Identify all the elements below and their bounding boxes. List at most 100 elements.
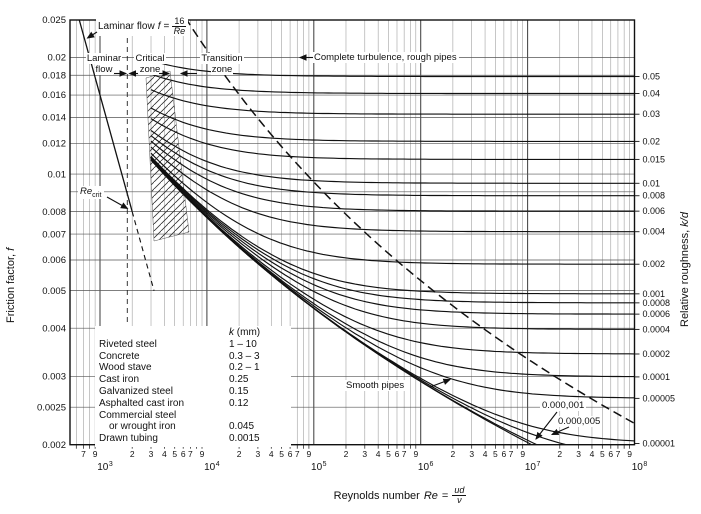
kd-curve-0.0002 [150, 158, 635, 355]
transition-boundary-dashed [186, 20, 635, 425]
x-minor-tick-label: 7 [509, 449, 514, 459]
y-left-tick-label: 0.01 [48, 169, 67, 180]
laminar-formula-label: Laminar flow f = 16 Re [96, 17, 189, 36]
x-minor-tick-label: 9 [307, 449, 312, 459]
y-right-tick-label: 0.015 [643, 154, 666, 164]
y-right-tick-label: 0.01 [643, 178, 661, 188]
y-axis-title-right: Relative roughness, k/d [679, 212, 691, 328]
x-minor-tick-label: 6 [608, 449, 613, 459]
x-minor-tick-label: 7 [295, 449, 300, 459]
legend-k-value: 0.045 [229, 421, 255, 433]
x-minor-tick-label: 6 [502, 449, 507, 459]
y-left-tick-label: 0.004 [42, 323, 66, 334]
y-right-tick-label: 0.002 [643, 259, 666, 269]
y-right-tick-label: 0.00001 [643, 438, 676, 448]
x-minor-tick-label: 2 [237, 449, 242, 459]
legend-row: Commercial steel [99, 410, 291, 422]
x-minor-tick-label: 7 [616, 449, 621, 459]
x-minor-tick-label: 6 [288, 449, 293, 459]
kd-curve-0.015 [150, 118, 635, 160]
x-minor-tick-label: 9 [627, 449, 632, 459]
kd-curve-0.0004 [150, 158, 635, 330]
y-left-tick-label: 0.016 [42, 90, 66, 101]
legend-material: or wrought iron [109, 421, 176, 433]
kd-curve-0.0008 [150, 156, 635, 304]
x-decade-label: 107 [525, 461, 541, 473]
y-left-tick-label: 0.008 [42, 207, 66, 218]
y-right-tick-label: 0.0001 [643, 372, 671, 382]
x-decade-label: 105 [311, 461, 327, 473]
x-minor-tick-label: 9 [413, 449, 418, 459]
x-minor-tick-label: 3 [149, 449, 154, 459]
legend-k-value: 0.3 – 3 [229, 350, 260, 362]
x-minor-tick-label: 7 [81, 449, 86, 459]
x-minor-tick-label: 4 [269, 449, 274, 459]
x-minor-tick-label: 6 [395, 449, 400, 459]
reynolds-fraction: ud ν [452, 485, 467, 505]
y-right-tick-label: 0.04 [643, 88, 661, 98]
legend-k-value: 0.12 [229, 397, 249, 409]
y-right-tick-label: 0.02 [643, 136, 661, 146]
x-minor-tick-label: 7 [402, 449, 407, 459]
y-left-tick-labels: 0.025 0.02 0.018 0.016 0.014 0.012 0.01 0.008 0.… [37, 15, 66, 451]
y-left-tick-label: 0.014 [42, 113, 66, 124]
x-minor-tick-label: 5 [493, 449, 498, 459]
kd-curve-0.001 [150, 156, 635, 295]
smooth-pipes-curve [150, 159, 533, 445]
x-minor-tick-label: 6 [181, 449, 186, 459]
x-decade-label: 104 [204, 461, 220, 473]
smooth-pipes-label: Smooth pipes [344, 380, 407, 391]
y-left-tick-label: 0.007 [42, 229, 66, 240]
legend-material: Drawn tubing [99, 433, 158, 445]
y-left-tick-label: 0.006 [42, 255, 66, 266]
legend-material: Riveted steel [99, 338, 157, 350]
legend-row: Wood stave 0.2 – 1 [99, 362, 291, 374]
x-minor-tick-label: 5 [172, 449, 177, 459]
x-minor-tick-label: 4 [483, 449, 488, 459]
x-axis-title: Reynolds number Re = ud ν [333, 485, 467, 505]
legend-k-value: 0.2 – 1 [229, 362, 260, 374]
complete-turbulence-label: Complete turbulence, rough pipes [312, 52, 459, 63]
zone-label-transition: Transition zone [200, 53, 244, 75]
x-decade-label: 106 [418, 461, 434, 473]
x-minor-tick-label: 4 [376, 449, 381, 459]
zone-label-laminar: Laminar flow [85, 53, 123, 75]
x-decade-label: 103 [97, 461, 113, 473]
legend-k-value [229, 410, 291, 422]
y-left-tick-label: 0.005 [42, 286, 66, 297]
legend-material: Galvanized steel [99, 385, 173, 397]
legend-material: Wood stave [99, 362, 152, 374]
y-axis-title-left: Friction factor, f [5, 247, 17, 323]
x-minor-tick-label: 3 [576, 449, 581, 459]
y-right-tick-label: 0.008 [643, 191, 666, 201]
legend-row: Cast iron 0.25 [99, 374, 291, 386]
x-minor-tick-label: 5 [600, 449, 605, 459]
legend-row: or wrought iron 0.045 [99, 421, 291, 433]
x-minor-tick-label: 4 [590, 449, 595, 459]
kd-curve-0.04 [150, 73, 635, 95]
x-minor-tick-label: 3 [469, 449, 474, 459]
legend-row: Concrete 0.3 – 3 [99, 351, 291, 363]
legend-material: Concrete [99, 350, 140, 362]
laminar-line [78, 19, 133, 212]
legend-row: Galvanized steel 0.15 [99, 386, 291, 398]
legend-k-value: 1 – 10 [229, 338, 257, 350]
kd-0000005-label: 0.000,005 [556, 416, 603, 427]
y-left-tick-label: 0.002 [42, 440, 66, 451]
y-right-tick-label: 0.00005 [643, 393, 676, 403]
x-minor-tick-label: 3 [256, 449, 261, 459]
kd-curve-0.01 [150, 130, 635, 184]
y-right-tick-label: 0.03 [643, 109, 661, 119]
legend-material: Commercial steel [99, 409, 177, 421]
laminar-line-dashed [131, 211, 155, 291]
y-left-tick-label: 0.018 [42, 70, 66, 81]
legend-header: k (mm) [229, 327, 261, 338]
kd-curve-0.0006 [150, 157, 635, 315]
roughness-legend: k (mm) Riveted steel 1 – 10 Concrete 0.3 – … [95, 326, 291, 447]
y-right-tick-label: 0.0002 [643, 349, 671, 359]
kd-curve-0.004 [150, 146, 635, 233]
x-minor-tick-label: 4 [162, 449, 167, 459]
kd-curve-0.002 [150, 152, 635, 265]
x-minor-tick-label: 9 [200, 449, 205, 459]
y-left-tick-label: 0.025 [42, 15, 66, 26]
